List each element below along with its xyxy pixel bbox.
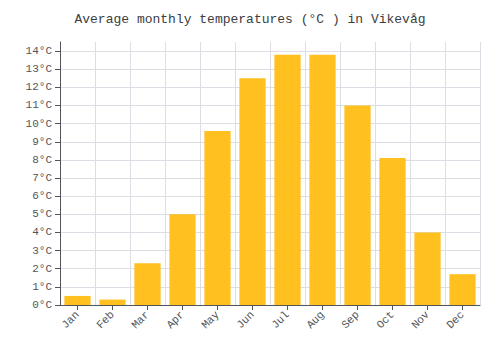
svg-text:9°C: 9°C: [32, 136, 52, 148]
svg-text:Feb: Feb: [94, 309, 116, 331]
svg-text:Sep: Sep: [339, 309, 361, 331]
svg-text:1°C: 1°C: [32, 281, 52, 293]
svg-text:Jan: Jan: [59, 309, 81, 331]
svg-text:Apr: Apr: [164, 309, 186, 331]
svg-text:14°C: 14°C: [26, 45, 53, 57]
svg-text:Average monthly temperatures (: Average monthly temperatures (°C ) in Vi…: [74, 12, 425, 27]
svg-text:13°C: 13°C: [26, 63, 53, 75]
svg-text:Oct: Oct: [374, 309, 396, 331]
svg-text:0°C: 0°C: [32, 299, 52, 311]
svg-text:Aug: Aug: [304, 309, 326, 331]
svg-text:Nov: Nov: [409, 308, 432, 331]
svg-text:4°C: 4°C: [32, 226, 52, 238]
svg-text:7°C: 7°C: [32, 172, 52, 184]
svg-text:8°C: 8°C: [32, 154, 52, 166]
svg-text:May: May: [199, 308, 222, 331]
svg-text:Jul: Jul: [269, 309, 291, 331]
svg-text:3°C: 3°C: [32, 245, 52, 257]
svg-text:Dec: Dec: [444, 309, 466, 331]
svg-text:5°C: 5°C: [32, 208, 52, 220]
svg-text:2°C: 2°C: [32, 263, 52, 275]
svg-text:Jun: Jun: [234, 309, 256, 331]
svg-text:Mar: Mar: [129, 309, 151, 331]
svg-text:12°C: 12°C: [26, 81, 53, 93]
svg-text:10°C: 10°C: [26, 118, 53, 130]
svg-text:11°C: 11°C: [26, 99, 53, 111]
svg-text:6°C: 6°C: [32, 190, 52, 202]
